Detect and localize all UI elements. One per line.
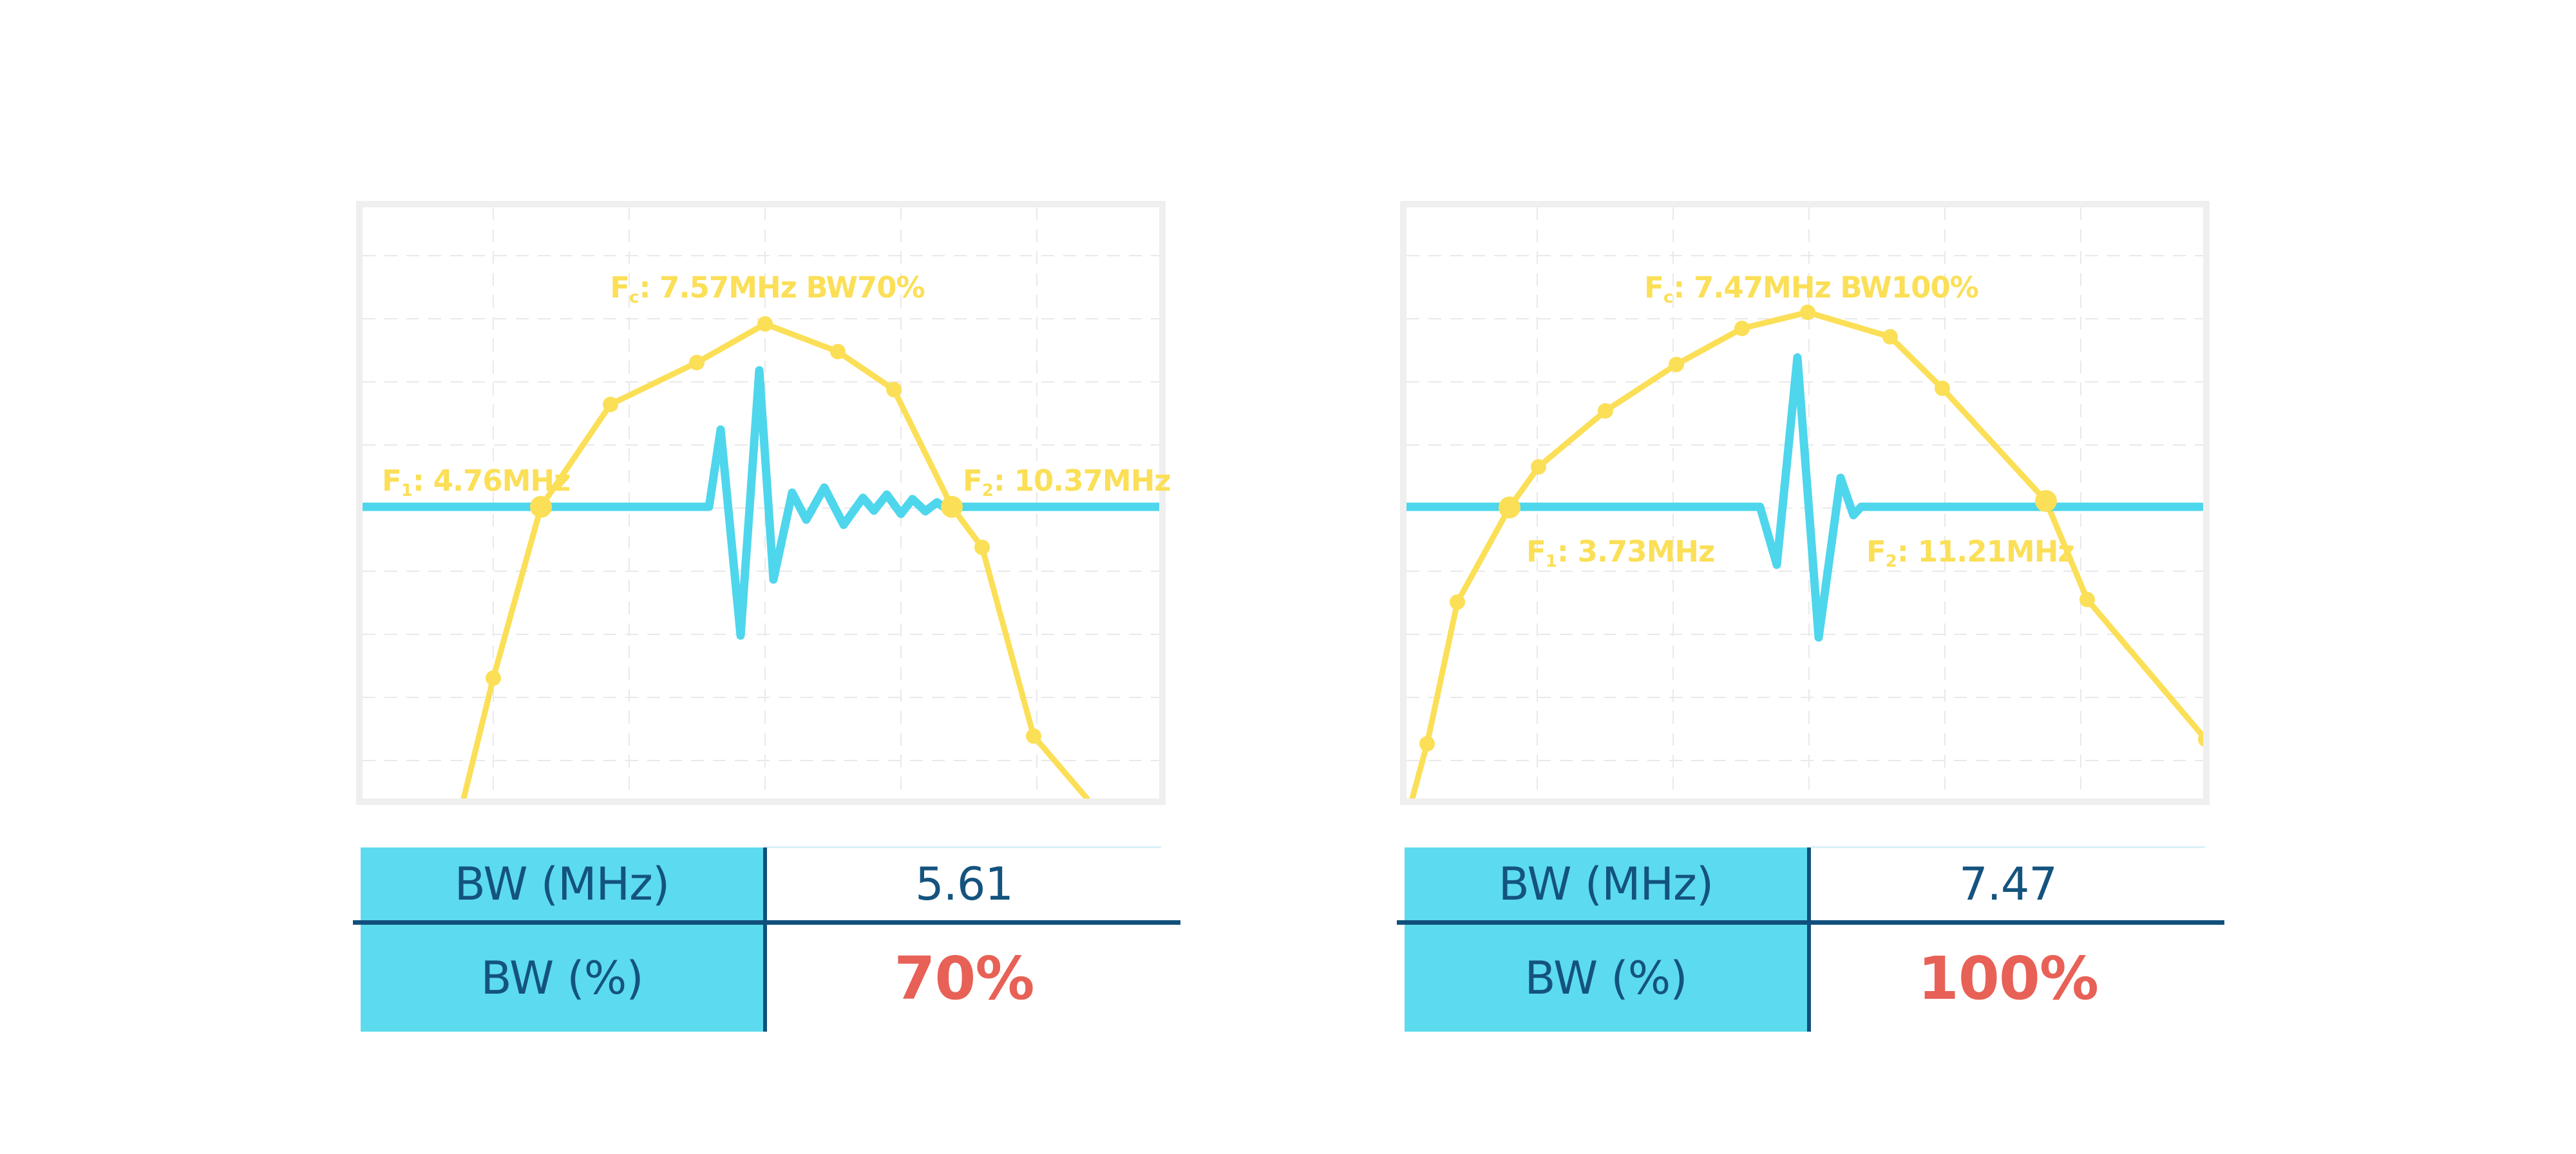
- value-column-top-border: [1811, 846, 2205, 848]
- f1-value: : 3.73MHz: [1557, 534, 1715, 569]
- f2-symbol: F: [963, 464, 983, 498]
- bw-mhz-value-cell: 5.61: [767, 847, 1161, 920]
- bw-mhz-label: BW (MHz): [1498, 857, 1714, 911]
- bw-pct-label-cell: BW (%): [361, 925, 763, 1032]
- value-column-top-border: [767, 846, 1161, 848]
- table-label-column: [1405, 847, 1807, 1032]
- f1-symbol: F: [1526, 534, 1546, 569]
- f2-subscript: 2: [981, 480, 994, 500]
- f1-value: : 4.76MHz: [412, 464, 571, 498]
- bw-pct-label: BW (%): [1524, 952, 1687, 1005]
- bw-mhz-label: BW (MHz): [454, 857, 670, 911]
- table-label-column: [361, 847, 763, 1032]
- table-column-divider: [763, 847, 767, 1032]
- center-frequency-label: Fc: 7.57MHz BW70%: [363, 270, 1172, 307]
- chart-frame: Fc: 7.57MHz BW70% F1: 4.76MHz F2: 10.37M…: [356, 201, 1171, 805]
- f1-subscript: 1: [1545, 551, 1557, 571]
- spectrum-panel-right: Fc: 7.47MHz BW100% F1: 3.73MHz F2: 11.21…: [1397, 201, 2224, 1033]
- bw-pct-label-cell: BW (%): [1405, 925, 1807, 1032]
- table-column-divider: [1807, 847, 1811, 1032]
- chart-frame: Fc: 7.47MHz BW100% F1: 3.73MHz F2: 11.21…: [1400, 201, 2210, 805]
- fc-symbol: F: [610, 270, 630, 305]
- lower-cutoff-label: F1: 4.76MHz: [382, 464, 571, 500]
- fc-value: : 7.57MHz BW70%: [639, 270, 925, 305]
- bw-pct-value-cell: 100%: [1811, 925, 2205, 1032]
- bw-mhz-label-cell: BW (MHz): [1405, 847, 1807, 920]
- waveform-plot: [1406, 207, 2203, 799]
- bw-pct-value: 70%: [894, 943, 1034, 1013]
- f2-value: : 10.37MHz: [993, 464, 1171, 498]
- f2-value: : 11.21MHz: [1897, 534, 2075, 569]
- bw-mhz-value: 7.47: [1959, 857, 2058, 911]
- bw-pct-value: 100%: [1917, 943, 2099, 1013]
- lower-cutoff-label: F1: 3.73MHz: [1526, 534, 1715, 571]
- bw-pct-label: BW (%): [480, 952, 643, 1005]
- spectrum-panel-left: Fc: 7.57MHz BW70% F1: 4.76MHz F2: 10.37M…: [353, 201, 1180, 1033]
- bw-pct-value-cell: 70%: [767, 925, 1161, 1032]
- fc-symbol: F: [1644, 270, 1664, 305]
- f1-symbol: F: [382, 464, 402, 498]
- f2-symbol: F: [1866, 534, 1886, 569]
- fc-subscript: c: [629, 287, 639, 307]
- waveform-plot: [363, 207, 1159, 799]
- table-row-divider: [1397, 920, 2224, 925]
- f2-subscript: 2: [1885, 551, 1897, 571]
- upper-cutoff-label: F2: 11.21MHz: [1866, 534, 2088, 571]
- bw-mhz-label-cell: BW (MHz): [361, 847, 763, 920]
- bw-mhz-value-cell: 7.47: [1811, 847, 2205, 920]
- fc-value: : 7.47MHz BW100%: [1673, 270, 1978, 305]
- bw-mhz-value: 5.61: [915, 857, 1014, 911]
- table-row-divider: [353, 920, 1180, 925]
- upper-cutoff-label: F2: 10.37MHz: [963, 464, 1175, 500]
- fc-subscript: c: [1663, 287, 1674, 307]
- center-frequency-label: Fc: 7.47MHz BW100%: [1406, 270, 2216, 307]
- f1-subscript: 1: [401, 480, 413, 500]
